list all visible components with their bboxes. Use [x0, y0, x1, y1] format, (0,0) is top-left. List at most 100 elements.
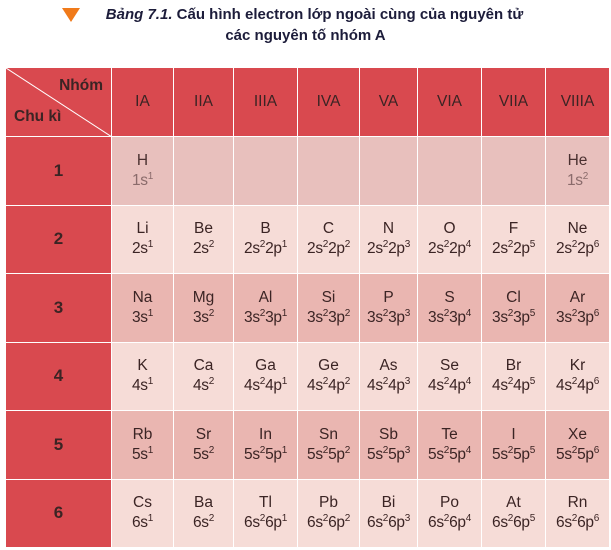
electron-count: 2 [259, 239, 266, 251]
electron-configuration: 6s26p6 [546, 513, 609, 533]
period-number: 5 [5, 410, 112, 480]
orbital-label: 4s [492, 377, 508, 395]
electron-configuration: 2s22p5 [482, 239, 545, 259]
element-cell: Ga 4s24p1 [233, 341, 298, 411]
electron-configuration: 2s22p2 [298, 239, 359, 259]
orbital-label: 3s [367, 308, 383, 326]
element-symbol: S [444, 288, 455, 306]
element-cell: N 2s22p3 [359, 204, 418, 274]
group-header: IIIA [233, 67, 298, 137]
electron-configuration: 3s23p3 [360, 308, 417, 328]
electron-count: 3 [404, 239, 411, 251]
electron-count: 3 [404, 444, 411, 456]
electron-count: 1 [147, 307, 154, 319]
element-symbol: P [383, 288, 394, 306]
element-symbol: I [511, 425, 516, 443]
electron-configuration: 6s26p5 [482, 513, 545, 533]
element-cell: S 3s23p4 [417, 273, 482, 343]
orbital-label: 2s [556, 240, 572, 258]
orbital-label: 3p [513, 308, 530, 326]
element-cell: C 2s22p2 [297, 204, 360, 274]
electron-configuration: 5s25p1 [234, 445, 297, 465]
element-symbol: Be [194, 220, 213, 238]
orbital-label: 6p [388, 514, 405, 532]
electron-configuration: 5s25p3 [360, 445, 417, 465]
electron-count: 4 [465, 444, 472, 456]
element-symbol: He [567, 151, 588, 169]
orbital-label: 6s [556, 514, 572, 532]
electron-count: 2 [259, 513, 266, 525]
orbital-label: 1s [131, 171, 148, 189]
orbital-label: 6p [265, 514, 282, 532]
orbital-label: 6s [244, 514, 260, 532]
element-cell [417, 136, 482, 206]
triangle-bullet-icon [62, 8, 80, 22]
element-symbol: Ne [567, 220, 588, 238]
orbital-label: 3p [388, 308, 405, 326]
electron-configuration: 3s23p4 [418, 308, 481, 328]
group-header: IA [111, 67, 174, 137]
electron-count: 2 [571, 376, 578, 388]
orbital-label: 2p [328, 240, 345, 258]
element-symbol: Se [440, 357, 459, 375]
electron-count: 2 [208, 513, 215, 525]
electron-configuration: 2s22p1 [234, 239, 297, 259]
electron-count: 2 [344, 444, 351, 456]
electron-configuration: 5s25p4 [418, 445, 481, 465]
element-symbol: In [259, 425, 272, 443]
period-row: 4 K 4s1 Ca 4s2 Ga 4s24p1 Ge 4s24p2 As 4s24p3 Se 4s24… [5, 341, 610, 411]
element-cell: K 4s1 [111, 341, 174, 411]
orbital-label: 6s [428, 514, 444, 532]
electron-count: 2 [382, 513, 389, 525]
element-symbol: Si [321, 288, 336, 306]
orbital-label: 6p [328, 514, 345, 532]
orbital-label: 3p [449, 308, 466, 326]
element-symbol: Li [136, 220, 149, 238]
electron-configuration: 3s23p1 [234, 308, 297, 328]
electron-count: 2 [507, 376, 514, 388]
electron-count: 1 [281, 239, 288, 251]
element-cell: O 2s22p4 [417, 204, 482, 274]
electron-configuration: 6s2 [174, 513, 233, 533]
element-cell: He 1s2 [545, 136, 610, 206]
orbital-label: 5s [307, 445, 323, 463]
orbital-label: 2s [307, 240, 323, 258]
electron-count: 2 [259, 307, 266, 319]
element-cell: As 4s24p3 [359, 341, 418, 411]
orbital-label: 3p [328, 308, 345, 326]
electron-configuration: 3s23p5 [482, 308, 545, 328]
orbital-label: 4s [192, 377, 209, 395]
element-cell: Tl 6s26p1 [233, 478, 298, 548]
period-row: 3 Na 3s1 Mg 3s2 Al 3s23p1 Si 3s23p2 P 3s23p3 S 3s23p… [5, 273, 610, 343]
electron-configuration: 6s26p3 [360, 513, 417, 533]
element-cell: Ba 6s2 [173, 478, 234, 548]
orbital-label: 4p [328, 377, 345, 395]
electron-count: 2 [344, 376, 351, 388]
group-header: VIIIA [545, 67, 610, 137]
electron-count: 6 [593, 239, 600, 251]
electron-count: 2 [344, 307, 351, 319]
electron-configuration: 3s1 [112, 308, 173, 328]
electron-configuration: 1s2 [546, 171, 609, 191]
group-header: VIA [417, 67, 482, 137]
element-cell: I 5s25p5 [481, 410, 546, 480]
element-cell: Cs 6s1 [111, 478, 174, 548]
table-caption: Bảng 7.1. Cấu hình electron lớp ngoài cù… [0, 4, 611, 46]
element-cell: Na 3s1 [111, 273, 174, 343]
electron-count: 3 [404, 307, 411, 319]
orbital-label: 5s [131, 445, 148, 463]
electron-configuration: 3s23p2 [298, 308, 359, 328]
element-cell [481, 136, 546, 206]
electron-configuration: 4s2 [174, 376, 233, 396]
orbital-label: 4s [367, 377, 383, 395]
element-cell: Li 2s1 [111, 204, 174, 274]
electron-configuration: 6s1 [112, 513, 173, 533]
element-symbol: O [443, 220, 456, 238]
orbital-label: 5p [265, 445, 282, 463]
electron-configuration: 4s24p5 [482, 376, 545, 396]
electron-count: 2 [382, 376, 389, 388]
orbital-label: 5s [492, 445, 508, 463]
electron-count: 2 [443, 376, 450, 388]
element-symbol: Po [440, 494, 459, 512]
orbital-label: 5p [388, 445, 405, 463]
